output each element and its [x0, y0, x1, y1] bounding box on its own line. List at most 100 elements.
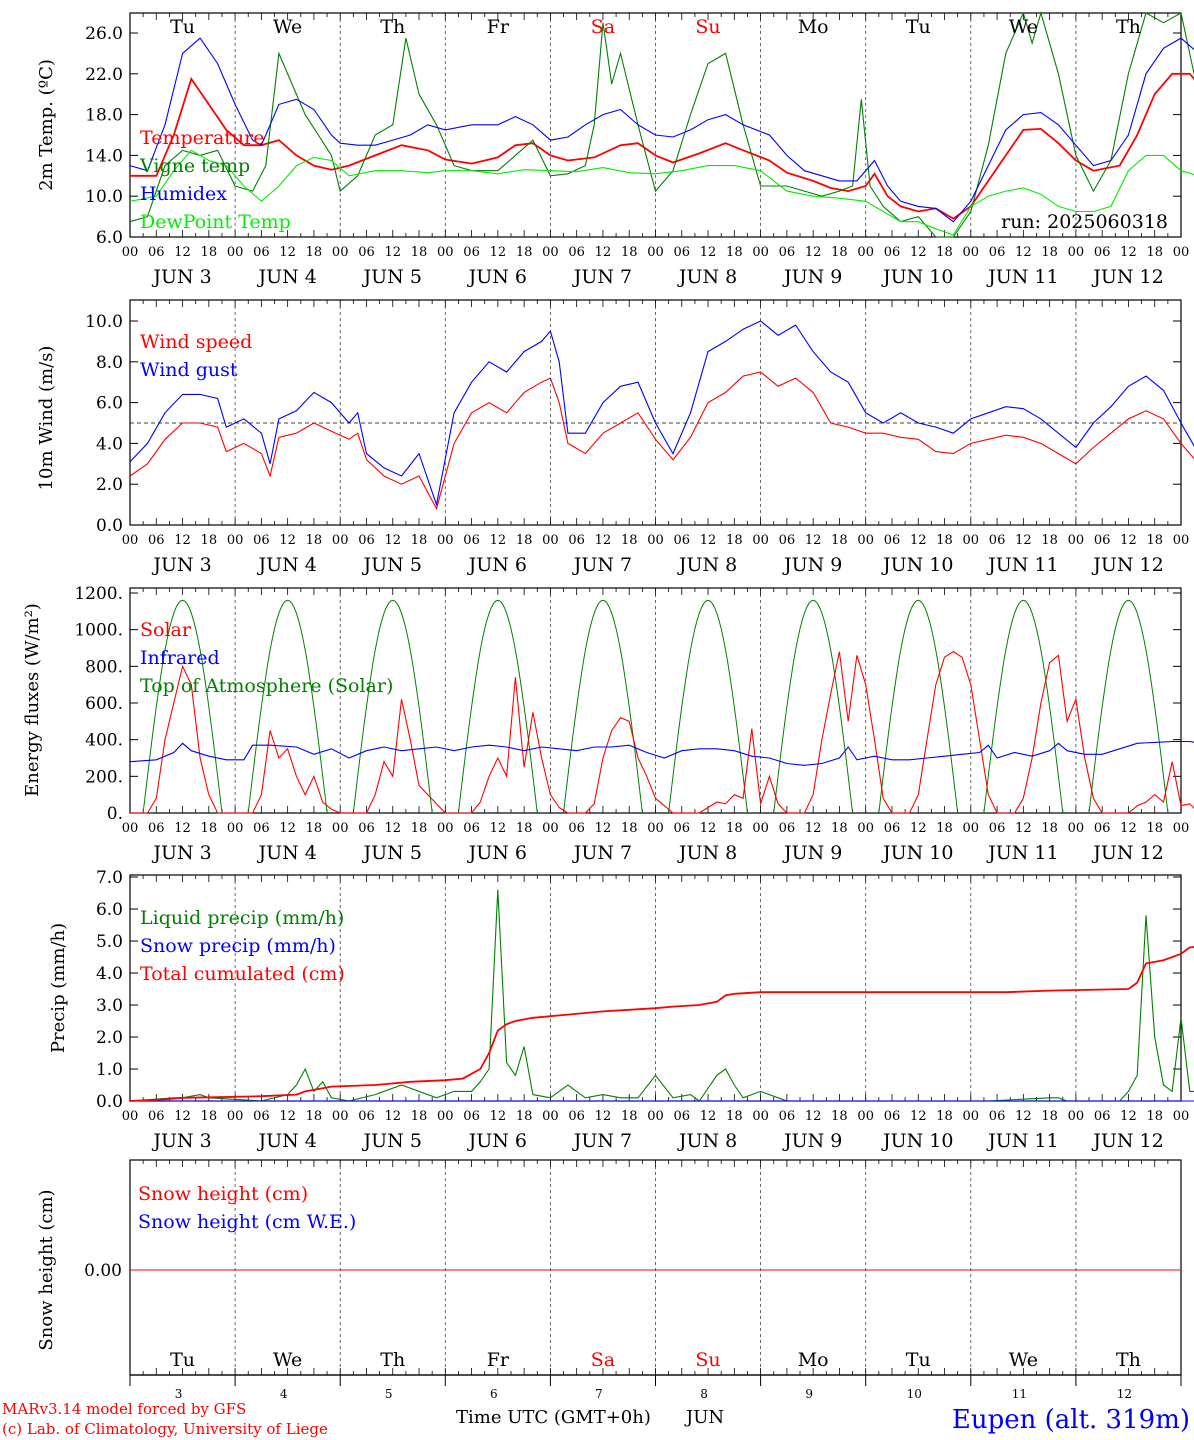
hour-tick-label: 12 [805, 821, 822, 836]
hour-tick-label: 18 [1041, 821, 1058, 836]
hour-tick-label: 00 [227, 245, 244, 260]
hour-tick-label: 00 [227, 821, 244, 836]
hour-tick-label: 12 [174, 533, 191, 548]
hour-tick-label: 00 [857, 1109, 874, 1124]
y-tick-label: 0.0 [96, 1092, 123, 1112]
hour-tick-label: 06 [779, 533, 796, 548]
date-label: JUN 9 [782, 1130, 842, 1152]
hour-tick-label: 18 [306, 245, 323, 260]
hour-tick-label: 06 [148, 821, 165, 836]
hour-tick-label: 00 [437, 1109, 454, 1124]
date-label: JUN 4 [256, 842, 316, 864]
date-label: JUN 10 [881, 266, 953, 288]
day-name-top: We [273, 16, 302, 38]
hour-tick-label: 06 [568, 533, 585, 548]
hour-tick-label: 18 [201, 533, 218, 548]
date-label: JUN 8 [677, 266, 737, 288]
hour-tick-label: 06 [884, 1109, 901, 1124]
date-label: JUN 12 [1091, 554, 1163, 576]
day-number: 7 [595, 1387, 603, 1401]
legend-snow-height-we: Snow height (cm W.E.) [138, 1211, 356, 1233]
hour-tick-label: 00 [963, 245, 980, 260]
day-name-top: Fr [487, 16, 510, 38]
hour-tick-label: 00 [752, 1109, 769, 1124]
date-label: JUN 6 [467, 554, 527, 576]
day-name-top: Th [1116, 16, 1141, 38]
hour-tick-label: 12 [1120, 245, 1137, 260]
date-label: JUN 12 [1091, 842, 1163, 864]
hour-tick-label: 00 [752, 245, 769, 260]
day-name-bottom: Fr [487, 1349, 510, 1371]
hour-tick-label: 06 [148, 533, 165, 548]
hour-tick-label: 00 [332, 533, 349, 548]
date-label: JUN 6 [467, 1130, 527, 1152]
hour-tick-label: 12 [279, 821, 296, 836]
hour-tick-label: 18 [1041, 533, 1058, 548]
station-label: Eupen (alt. 319m) [952, 1405, 1190, 1435]
hour-tick-label: 06 [1094, 1109, 1111, 1124]
model-credit: MARv3.14 model forced by GFS [2, 1400, 246, 1418]
day-number: 8 [700, 1387, 708, 1401]
hour-tick-label: 06 [253, 1109, 270, 1124]
y-tick-label: 1000. [74, 621, 123, 641]
hour-tick-label: 12 [1015, 533, 1032, 548]
hour-tick-label: 18 [306, 821, 323, 836]
hour-tick-label: 12 [910, 821, 927, 836]
hour-tick-label: 18 [936, 533, 953, 548]
legend-liquid-precip: Liquid precip (mm/h) [140, 907, 344, 929]
hour-tick-label: 00 [752, 821, 769, 836]
legend-wind-speed: Wind speed [140, 331, 252, 353]
hour-tick-label: 12 [700, 1109, 717, 1124]
date-label: JUN 7 [572, 554, 632, 576]
hour-tick-label: 00 [752, 533, 769, 548]
hour-tick-label: 18 [936, 1109, 953, 1124]
date-label: JUN 9 [782, 266, 842, 288]
hour-tick-label: 06 [779, 1109, 796, 1124]
date-label: JUN 12 [1091, 1130, 1163, 1152]
date-label: JUN 9 [782, 842, 842, 864]
date-label: JUN 5 [362, 1130, 422, 1152]
date-label: JUN 6 [467, 842, 527, 864]
day-name-top: We [1009, 16, 1038, 38]
date-label: JUN 9 [782, 554, 842, 576]
y-tick-label: 26.0 [85, 24, 123, 44]
legend-toa-solar: Top of Atmosphere (Solar) [140, 675, 393, 697]
hour-tick-label: 12 [490, 1109, 507, 1124]
day-name-bottom: Tu [170, 1349, 195, 1371]
hour-tick-label: 06 [1094, 245, 1111, 260]
hour-tick-label: 06 [779, 821, 796, 836]
hour-tick-label: 12 [805, 245, 822, 260]
y-tick-label: 4.0 [96, 434, 123, 454]
hour-tick-label: 12 [384, 533, 401, 548]
hour-tick-label: 12 [910, 533, 927, 548]
hour-tick-label: 06 [568, 821, 585, 836]
y-tick-label: 200. [85, 767, 123, 787]
day-name-bottom: Su [695, 1349, 720, 1371]
hour-tick-label: 00 [1173, 533, 1190, 548]
legend-snow-height: Snow height (cm) [138, 1183, 308, 1205]
y-tick-label: 400. [85, 731, 123, 751]
hour-tick-label: 12 [174, 1109, 191, 1124]
hour-tick-label: 06 [358, 245, 375, 260]
hour-tick-label: 00 [647, 245, 664, 260]
day-number: 11 [1012, 1387, 1027, 1401]
hour-tick-label: 06 [989, 533, 1006, 548]
hour-tick-label: 00 [1068, 821, 1085, 836]
panel-frame-3 [129, 587, 1182, 814]
hour-tick-label: 00 [963, 1109, 980, 1124]
hour-tick-label: 18 [831, 1109, 848, 1124]
hour-tick-label: 06 [253, 245, 270, 260]
hour-tick-label: 06 [463, 533, 480, 548]
hour-tick-label: 00 [647, 533, 664, 548]
hour-tick-label: 00 [647, 821, 664, 836]
legend-snow-precip: Snow precip (mm/h) [140, 935, 336, 957]
hour-tick-label: 06 [989, 245, 1006, 260]
y-tick-label: 14.0 [85, 146, 123, 166]
series-dewpoint-temp [129, 149, 1194, 236]
hour-tick-label: 06 [568, 245, 585, 260]
hour-tick-label: 06 [884, 533, 901, 548]
hour-tick-label: 12 [490, 245, 507, 260]
date-label: JUN 8 [677, 1130, 737, 1152]
day-name-bottom: We [1009, 1349, 1038, 1371]
legend-humidex: Humidex [140, 183, 227, 205]
